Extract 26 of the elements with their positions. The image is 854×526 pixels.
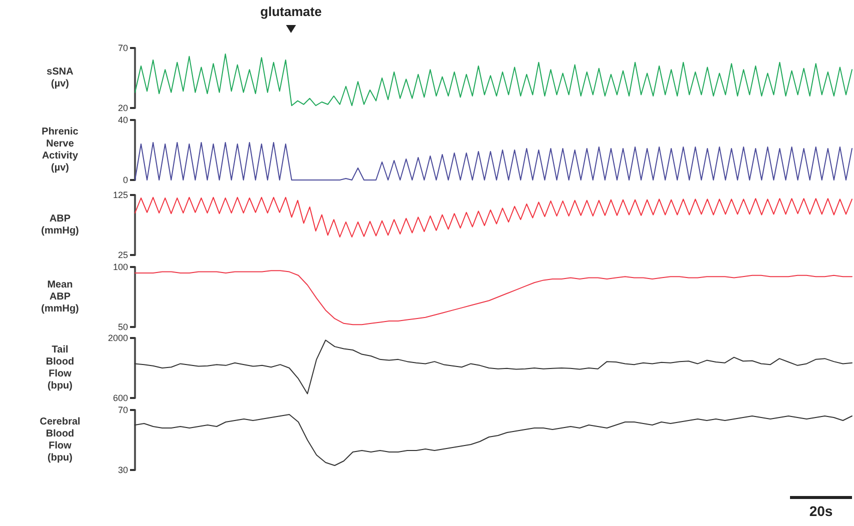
y-axis-title: sSNA (µv)	[46, 66, 74, 90]
y-axis-title: Tail Blood Flow (bpu)	[46, 344, 74, 392]
line-series	[134, 142, 852, 180]
y-axis-title: Mean ABP (mmHg)	[41, 280, 79, 314]
y-tick-label: 40	[118, 115, 128, 125]
text: glutamate	[260, 4, 322, 19]
y-tick-label: 25	[118, 250, 128, 260]
line-series	[134, 54, 852, 106]
y-tick-label: 0	[122, 175, 128, 185]
line-series	[134, 414, 852, 466]
y-tick-label: 50	[118, 322, 128, 332]
line-series	[134, 196, 852, 238]
y-tick-label: 30	[118, 465, 128, 475]
y-tick-label: 2000	[108, 333, 128, 343]
y-tick-label: 100	[112, 262, 128, 272]
y-tick-label: 125	[112, 190, 128, 200]
y-tick-label: 70	[118, 43, 128, 53]
line-series	[134, 340, 852, 394]
text: 20s	[809, 503, 833, 519]
line-series	[134, 270, 852, 326]
y-tick-label: 20	[118, 103, 128, 113]
y-tick-label: 600	[112, 393, 128, 403]
y-axis-title: ABP (mmHg)	[41, 214, 79, 236]
y-axis-title: Phrenic Nerve Activity (µv)	[42, 126, 79, 174]
y-axis-title: Cerebral Blood Flow (bpu)	[40, 416, 81, 464]
y-tick-label: 70	[118, 405, 128, 415]
